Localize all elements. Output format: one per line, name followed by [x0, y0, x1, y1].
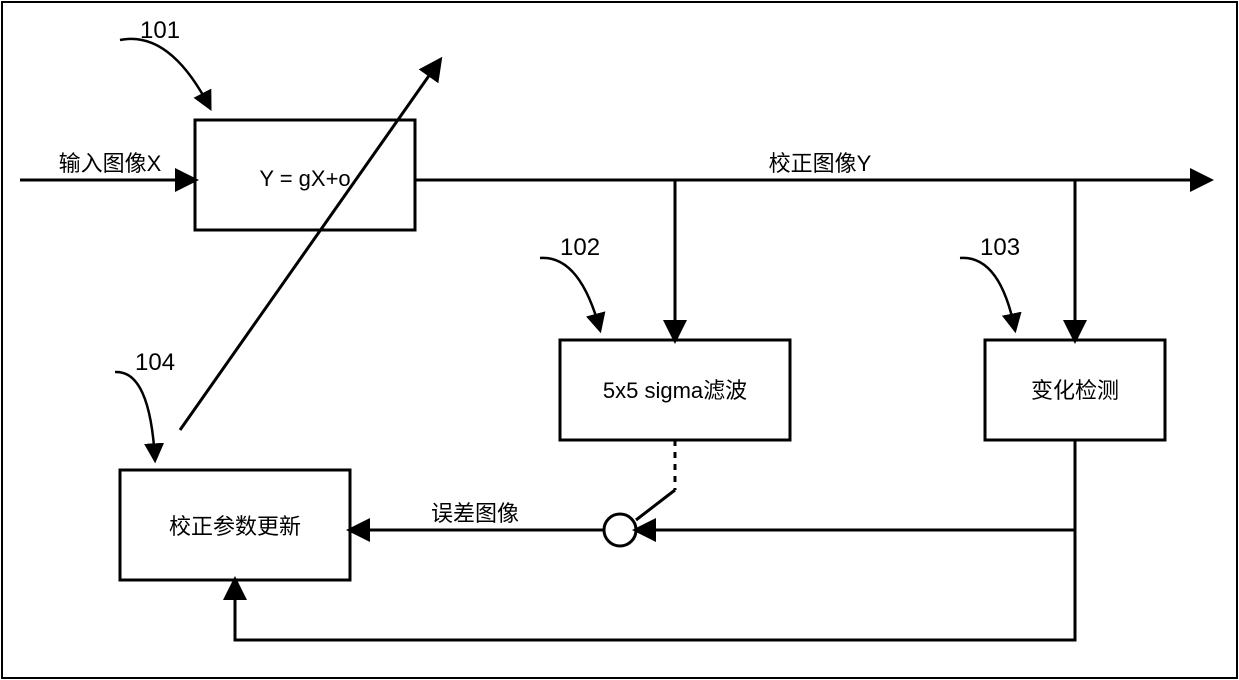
ref-104-leader	[115, 372, 155, 460]
block-102-label: 5x5 sigma滤波	[603, 378, 747, 403]
input-label: 输入图像X	[59, 151, 162, 176]
ref-103-leader	[960, 258, 1015, 330]
sum-node	[604, 514, 636, 546]
b103-to-sum	[636, 440, 1075, 530]
ref-101-leader	[120, 39, 210, 108]
ref-102-leader	[540, 258, 600, 330]
ref-101: 101	[140, 17, 180, 44]
block-101-label: Y = gX+o	[259, 166, 350, 191]
ref-103: 103	[980, 234, 1020, 261]
b103-to-b104-bottom	[235, 530, 1075, 640]
ref-104: 104	[135, 349, 175, 376]
output-label: 校正图像Y	[769, 151, 872, 176]
error-image-label: 误差图像	[431, 501, 519, 526]
dash-into-sum	[636, 490, 675, 520]
block-103-label: 变化检测	[1031, 378, 1119, 403]
block-104-label: 校正参数更新	[169, 514, 301, 539]
amplifier-arrow	[180, 60, 440, 430]
ref-102: 102	[560, 234, 600, 261]
